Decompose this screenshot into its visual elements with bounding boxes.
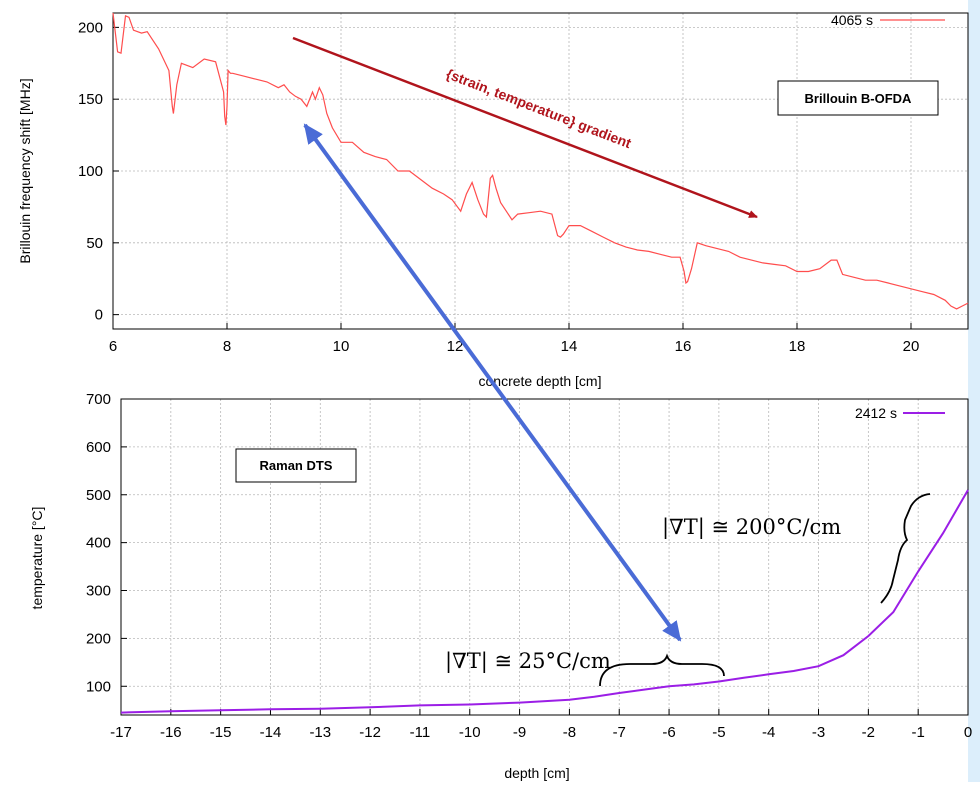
y-tick-label: 0 (95, 307, 103, 324)
y-tick-label: 300 (86, 583, 111, 600)
x-tick-label: -7 (613, 724, 626, 741)
x-tick-label: 10 (333, 338, 350, 355)
y-tick-label: 200 (78, 19, 103, 36)
x-tick-label: -4 (762, 724, 775, 741)
x-tick-label: -6 (662, 724, 675, 741)
x-tick-label: -16 (160, 724, 182, 741)
top-grid (112, 13, 968, 329)
x-tick-label: -13 (309, 724, 331, 741)
x-tick-label: -9 (513, 724, 526, 741)
y-tick-label: 150 (78, 91, 103, 108)
brillouin-box-label: Brillouin B-OFDA (805, 91, 912, 106)
strain-gradient-arrow (292, 36, 758, 219)
brillouin-box (777, 80, 939, 116)
bottom-x-axis-label: depth [cm] (504, 765, 569, 781)
y-tick-label: 200 (86, 630, 111, 647)
top-y-tick-labels: 0 50 100 150 200 (78, 19, 103, 323)
x-tick-label: -11 (410, 724, 431, 741)
x-tick-label: -12 (359, 724, 381, 741)
bottom-legend-label: 2412 s (855, 405, 897, 421)
gradient-25-label: |∇T| ≅ 25°C/cm (445, 649, 611, 674)
y-tick-label: 700 (86, 391, 111, 408)
y-tick-label: 600 (86, 439, 111, 456)
x-tick-label: 8 (223, 338, 231, 355)
x-tick-label: 20 (903, 338, 920, 355)
x-tick-label: -1 (912, 724, 925, 741)
gradient-200-label: |∇T| ≅ 200°C/cm (662, 515, 841, 540)
bottom-y-tick-labels: 100 200 300 400 500 600 700 (86, 391, 111, 695)
side-strip (968, 0, 980, 782)
series-4065s-line (112, 12, 969, 310)
top-x-tick-labels: 6 8 10 12 14 16 18 20 (109, 338, 920, 355)
y-tick-label: 400 (86, 535, 111, 552)
top-legend-label: 4065 s (831, 12, 873, 28)
correlation-arrow (303, 123, 682, 642)
y-tick-label: 50 (86, 235, 103, 252)
x-tick-label: -2 (862, 724, 875, 741)
y-tick-label: 100 (78, 163, 103, 180)
y-tick-label: 500 (86, 487, 111, 504)
bottom-y-axis-label: temperature [°C] (29, 507, 45, 610)
x-tick-label: -15 (210, 724, 232, 741)
y-tick-label: 100 (86, 678, 111, 695)
x-tick-label: -14 (260, 724, 282, 741)
x-tick-label: 16 (675, 338, 692, 355)
raman-box-label: Raman DTS (260, 458, 333, 473)
x-tick-label: 14 (561, 338, 578, 355)
x-tick-label: -5 (712, 724, 725, 741)
x-tick-label: -3 (812, 724, 825, 741)
top-y-axis-label: Brillouin frequency shift [MHz] (17, 78, 33, 263)
brace-small-icon (599, 653, 725, 687)
x-tick-label: -17 (110, 724, 132, 741)
bottom-x-tick-labels: -17 -16 -15 -14 -13 -12 -11 -10 -9 -8 -7 -6 -5 -4 -3 -2… (110, 724, 972, 741)
x-tick-label: -10 (459, 724, 481, 741)
x-tick-label: -8 (563, 724, 576, 741)
x-tick-label: 6 (109, 338, 117, 355)
x-tick-label: 0 (964, 724, 972, 741)
x-tick-label: 18 (789, 338, 806, 355)
series-2412s-line (120, 489, 969, 714)
brace-large-icon (880, 493, 931, 604)
